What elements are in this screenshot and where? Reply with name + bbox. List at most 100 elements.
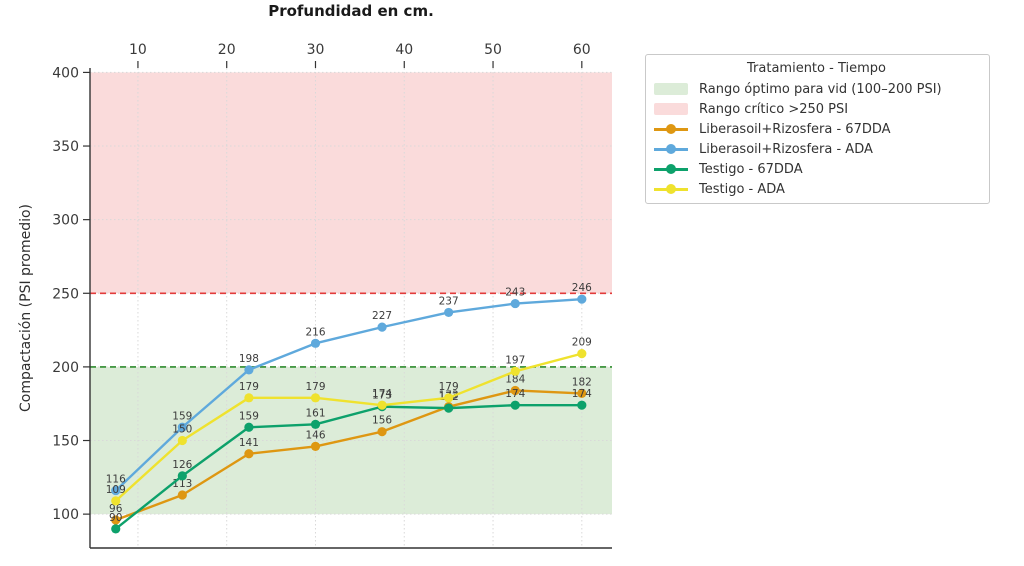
x-tick-label: 30 bbox=[307, 42, 325, 58]
data-point bbox=[310, 338, 321, 348]
legend-item: Testigo - 67DDA bbox=[654, 159, 979, 179]
data-point bbox=[577, 400, 587, 410]
y-tick-label: 100 bbox=[52, 507, 79, 523]
series-line bbox=[114, 352, 583, 502]
data-point bbox=[111, 496, 121, 506]
data-point-label: 96 bbox=[109, 503, 123, 515]
y-tick-label: 300 bbox=[52, 213, 79, 229]
data-point bbox=[111, 485, 121, 496]
legend-patch-swatch bbox=[654, 82, 688, 96]
legend-item-label: Liberasoil+Rizosfera - ADA bbox=[699, 141, 873, 157]
data-point-label: 174 bbox=[572, 388, 592, 400]
data-point-label: 182 bbox=[572, 376, 592, 388]
data-point bbox=[444, 307, 454, 318]
data-point-label: 141 bbox=[239, 437, 259, 449]
data-point bbox=[577, 294, 587, 304]
legend-line-swatch bbox=[654, 142, 688, 156]
x-tick-label: 60 bbox=[573, 42, 591, 58]
x-tick-label: 40 bbox=[395, 42, 413, 58]
data-point bbox=[510, 366, 520, 376]
data-point bbox=[510, 385, 520, 396]
data-point-label: 159 bbox=[172, 410, 192, 422]
data-point bbox=[111, 515, 121, 525]
data-point bbox=[377, 400, 387, 410]
data-point-label: 184 bbox=[505, 373, 525, 385]
data-point bbox=[377, 427, 387, 437]
legend-item: Rango crítico >250 PSI bbox=[654, 99, 979, 119]
legend-line-swatch bbox=[654, 122, 688, 136]
data-point bbox=[510, 298, 520, 309]
legend-item-label: Testigo - 67DDA bbox=[699, 161, 803, 177]
legend-item: Liberasoil+Rizosfera - ADA bbox=[654, 139, 979, 159]
data-point bbox=[310, 393, 321, 403]
legend-title: Tratamiento - Tiempo bbox=[747, 61, 886, 76]
data-point-label: 109 bbox=[106, 484, 126, 496]
data-point-label: 179 bbox=[439, 381, 459, 393]
data-point-label: 197 bbox=[505, 354, 525, 366]
data-point-label: 156 bbox=[372, 415, 392, 427]
data-point-label: 126 bbox=[172, 459, 192, 471]
legend-item-label: Testigo - ADA bbox=[699, 181, 785, 197]
data-point-label: 90 bbox=[109, 512, 122, 524]
data-point bbox=[111, 524, 121, 534]
y-tick-label: 250 bbox=[52, 286, 79, 302]
series-line bbox=[114, 403, 582, 530]
data-point-label: 146 bbox=[305, 429, 325, 441]
data-point bbox=[244, 365, 254, 375]
data-point-label: 150 bbox=[172, 424, 192, 436]
data-point-label: 174 bbox=[505, 388, 525, 400]
y-tick-label: 200 bbox=[52, 360, 79, 376]
legend-patch-swatch bbox=[654, 102, 688, 116]
data-point-label: 198 bbox=[239, 353, 259, 365]
data-point-label: 179 bbox=[305, 381, 325, 393]
data-point bbox=[377, 322, 387, 332]
data-point bbox=[244, 422, 254, 432]
legend-line-swatch bbox=[654, 182, 688, 196]
data-point-label: 173 bbox=[372, 390, 392, 402]
band-rango-critico bbox=[90, 72, 612, 294]
chart-title: Profundidad en cm. bbox=[268, 2, 434, 20]
legend-line-swatch bbox=[654, 162, 688, 176]
series-line bbox=[114, 297, 582, 492]
legend: Tratamiento - Tiempo Rango óptimo para v… bbox=[645, 54, 990, 204]
data-point bbox=[310, 419, 321, 429]
legend-item-label: Rango crítico >250 PSI bbox=[699, 101, 849, 117]
data-point bbox=[577, 349, 587, 359]
data-point bbox=[244, 393, 254, 403]
legend-item-label: Liberasoil+Rizosfera - 67DDA bbox=[699, 121, 891, 137]
data-point bbox=[577, 388, 587, 398]
legend-item: Liberasoil+Rizosfera - 67DDA bbox=[654, 119, 979, 139]
y-tick-label: 150 bbox=[52, 434, 79, 450]
data-point-label: 246 bbox=[572, 282, 592, 294]
data-point-label: 116 bbox=[106, 474, 126, 486]
data-point-label: 159 bbox=[239, 410, 259, 422]
data-point bbox=[177, 422, 187, 432]
legend-items: Rango óptimo para vid (100–200 PSI) Rango… bbox=[654, 79, 979, 199]
data-point bbox=[177, 490, 187, 500]
data-point-label: 227 bbox=[372, 310, 392, 322]
data-point bbox=[444, 403, 454, 413]
y-tick-label: 350 bbox=[52, 139, 79, 155]
legend-item: Rango óptimo para vid (100–200 PSI) bbox=[654, 79, 979, 99]
data-point-label: 174 bbox=[372, 388, 392, 400]
data-point bbox=[510, 400, 520, 410]
data-point-label: 216 bbox=[305, 326, 325, 338]
series-line bbox=[115, 389, 582, 522]
x-tick-label: 10 bbox=[129, 42, 147, 58]
y-axis-label: Compactación (PSI promedio) bbox=[18, 203, 34, 413]
data-point-label: 209 bbox=[572, 337, 592, 349]
legend-item-label: Rango óptimo para vid (100–200 PSI) bbox=[699, 81, 942, 97]
data-point bbox=[444, 393, 454, 403]
data-point bbox=[177, 471, 187, 481]
data-point-label: 179 bbox=[239, 381, 259, 393]
data-point bbox=[177, 435, 187, 446]
x-tick-label: 50 bbox=[484, 42, 502, 58]
data-point bbox=[244, 449, 254, 459]
y-tick-label: 400 bbox=[52, 65, 79, 81]
data-point bbox=[310, 441, 321, 452]
legend-item: Testigo - ADA bbox=[654, 179, 979, 199]
data-point-label: 243 bbox=[505, 287, 525, 299]
data-point-label: 161 bbox=[305, 407, 325, 419]
